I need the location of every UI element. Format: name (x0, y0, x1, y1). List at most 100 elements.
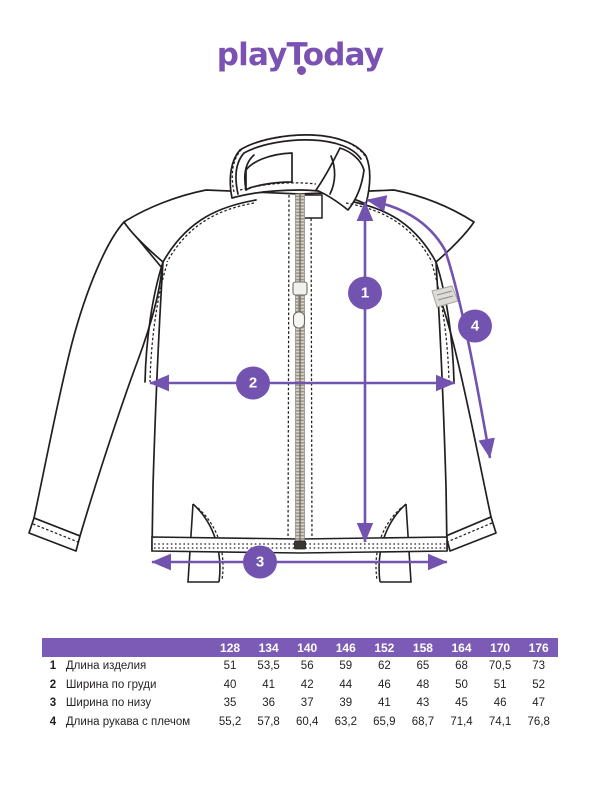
header-size-152: 152 (365, 638, 404, 657)
measure-3-badge (243, 545, 277, 579)
logo-text-label: playToday (216, 36, 384, 73)
header-size-128: 128 (210, 638, 250, 657)
collar-inner-fold (235, 139, 362, 195)
measure-line-3: 3 (151, 545, 448, 579)
cell-value: 42 (300, 678, 314, 691)
cell-value: 56 (300, 660, 314, 673)
cell-value: 60,4 (296, 715, 319, 728)
row-label: Длина рукава с плечом (65, 715, 191, 728)
row-number: 3 (49, 697, 57, 710)
cell-value: 39 (339, 697, 353, 710)
table-head: 128 134 140 146 152 158 164 170 176 (42, 638, 558, 657)
collar-right-flap (315, 147, 365, 211)
dot-under-y-icon (296, 65, 306, 75)
header-size-140: 140 (287, 638, 327, 657)
measure-3-label: 3 (256, 554, 264, 571)
brand-logo: playToday (0, 30, 600, 80)
zipper-center-line (299, 194, 301, 548)
row-number: 1 (49, 660, 57, 673)
cell-value: 45 (455, 697, 468, 710)
header-size-164: 164 (442, 638, 481, 657)
measure-2-badge (236, 366, 270, 400)
right-cuff-stitch (446, 522, 493, 543)
measure-4-line (366, 195, 495, 459)
cell-value: 43 (416, 697, 430, 710)
cell-value: 46 (493, 697, 507, 710)
collar-throat (245, 152, 293, 191)
cell-value: 57,8 (257, 715, 280, 728)
measure-4-label: 4 (471, 318, 480, 335)
zipper-bottom-stop (294, 540, 306, 550)
row-label: Ширина по низу (65, 697, 152, 710)
cell-value: 68,7 (411, 715, 435, 728)
cell-value: 35 (223, 697, 237, 710)
cell-value: 68 (455, 660, 468, 673)
size-chart-table-container: 128 134 140 146 152 158 164 170 176 1 Дл… (42, 638, 558, 731)
table-body: 1 Длина изделия 51 53,5 56 59 62 65 68 7… (42, 657, 558, 731)
left-armhole-stitch (149, 263, 168, 383)
header-size-134: 134 (249, 638, 288, 657)
zip-stitch-right (310, 194, 313, 549)
cell-value: 62 (377, 660, 391, 673)
left-shoulder-seam (162, 199, 257, 263)
logo-wordmark: playToday (216, 36, 384, 75)
measure-2-label: 2 (249, 375, 257, 392)
cell-value: 41 (262, 678, 276, 691)
left-armhole-seam (144, 261, 164, 383)
front-zipper (292, 193, 323, 550)
cell-value: 76,8 (527, 715, 550, 728)
cell-value: 51 (493, 678, 507, 691)
cell-value: 65,9 (373, 715, 396, 728)
left-sleeve (33, 221, 163, 537)
cell-value: 73 (532, 660, 546, 673)
left-shoulder-stitch (166, 202, 255, 263)
jacket-outline (28, 134, 497, 553)
header-size-176: 176 (519, 638, 558, 657)
collar-stitch-base (239, 182, 317, 191)
row-label: Длина изделия (65, 660, 147, 673)
row-label: Ширина по груди (65, 678, 157, 691)
left-cuff-stitch (32, 523, 79, 543)
cell-value: 51 (223, 660, 237, 673)
table-row: 1 Длина изделия 51 53,5 56 59 62 65 68 7… (42, 657, 558, 676)
measure-line-4: 4 (366, 195, 495, 459)
left-cuff (28, 517, 81, 552)
left-pocket-edge (187, 503, 219, 583)
cell-value: 70,5 (488, 660, 512, 673)
zip-stitch-left (287, 194, 290, 549)
cell-value: 55,2 (218, 715, 242, 728)
zipper-pull-tab (292, 311, 306, 329)
row-number: 2 (49, 678, 57, 691)
cell-value: 44 (339, 678, 353, 691)
collar-flap-inner-line (329, 155, 336, 195)
header-size-146: 146 (326, 638, 366, 657)
cell-value: 46 (377, 678, 391, 691)
cell-value: 74,1 (488, 715, 512, 728)
cell-value: 52 (532, 678, 546, 691)
cell-value: 47 (532, 697, 546, 710)
header-size-158: 158 (403, 638, 443, 657)
measure-4-badge (458, 309, 492, 343)
cell-value: 48 (416, 678, 430, 691)
table-header-row: 128 134 140 146 152 158 164 170 176 (42, 638, 558, 657)
jacket-technical-drawing: 1 2 3 4 (0, 90, 600, 600)
cell-value: 50 (455, 678, 468, 691)
cell-value: 63,2 (334, 715, 357, 728)
collar-stitch-top (231, 134, 366, 193)
table-row: 4 Длина рукава с плечом 55,2 57,8 60,4 6… (42, 713, 558, 732)
cell-value: 40 (223, 678, 237, 691)
header-rownum-spacer (42, 638, 64, 657)
cell-value: 59 (339, 660, 353, 673)
cell-value: 41 (377, 697, 391, 710)
cell-value: 37 (300, 697, 314, 710)
right-pocket-edge (380, 503, 412, 583)
right-cuff (445, 516, 497, 552)
header-rowlabel-spacer (63, 638, 211, 657)
cell-value: 53,5 (257, 660, 280, 673)
header-size-170: 170 (480, 638, 520, 657)
zipper-slider (292, 281, 308, 296)
table-row: 3 Ширина по низу 35 36 37 39 41 43 45 46… (42, 694, 558, 713)
zip-collar-flap (305, 194, 323, 219)
measure-1-label: 1 (361, 285, 369, 302)
cell-value: 65 (416, 660, 430, 673)
